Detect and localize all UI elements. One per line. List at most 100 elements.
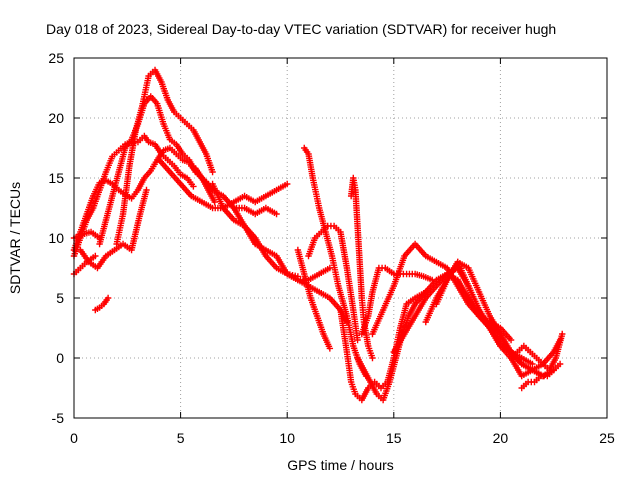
data-point <box>369 288 376 296</box>
data-point <box>514 348 521 356</box>
data-point <box>262 204 270 212</box>
data-point <box>209 168 216 176</box>
data-point <box>188 192 195 200</box>
data-point <box>143 186 150 194</box>
data-point <box>454 258 461 266</box>
data-point <box>390 270 397 278</box>
data-point <box>529 366 536 374</box>
grid <box>74 58 607 418</box>
series-track-10 <box>189 164 278 216</box>
data-point <box>365 312 372 320</box>
series-track-24 <box>434 260 555 378</box>
data-point <box>544 372 551 380</box>
data-point <box>379 396 387 404</box>
data-point <box>139 102 146 110</box>
data-point <box>335 282 342 290</box>
data-point <box>164 96 172 104</box>
data-point <box>311 234 319 242</box>
data-point <box>486 312 493 320</box>
data-point <box>343 312 351 320</box>
data-point <box>177 180 184 188</box>
data-point <box>109 153 116 160</box>
y-axis-label: SDTVAR / TECUs <box>7 182 23 294</box>
data-point <box>177 171 184 178</box>
data-point <box>147 167 154 174</box>
data-point <box>305 150 312 158</box>
data-point <box>320 330 327 338</box>
data-point <box>552 354 560 362</box>
data-point <box>141 174 148 182</box>
data-point <box>433 300 440 308</box>
data-point <box>507 354 515 362</box>
data-point <box>252 210 259 218</box>
data-point <box>185 156 193 164</box>
data-point <box>365 342 372 350</box>
data-point <box>373 390 380 398</box>
data-point <box>343 264 351 272</box>
data-point <box>92 252 99 260</box>
data-point <box>284 180 291 188</box>
data-point <box>119 240 127 248</box>
data-point <box>559 330 566 338</box>
data-point <box>209 180 216 188</box>
data-point <box>411 270 419 278</box>
data-point <box>198 174 206 182</box>
data-point <box>198 198 206 206</box>
data-point <box>160 120 167 128</box>
data-point <box>352 186 359 194</box>
data-point <box>465 294 472 302</box>
data-point <box>518 360 525 368</box>
data-point <box>87 228 95 236</box>
data-point <box>422 318 429 326</box>
x-tick-label: 25 <box>599 430 615 446</box>
data-point <box>115 168 122 176</box>
data-point <box>390 348 397 356</box>
ticks <box>73 57 608 419</box>
data-point <box>173 150 180 158</box>
data-point <box>183 120 191 128</box>
data-point <box>241 204 248 212</box>
data-points <box>70 66 566 404</box>
data-point <box>403 300 410 308</box>
data-point <box>315 270 323 278</box>
data-point <box>77 264 84 272</box>
y-tick-label: 0 <box>56 350 64 366</box>
data-point <box>196 138 203 146</box>
tick-labels: 0 5 10 15 20 25 -5 0 5 10 15 20 25 <box>48 50 615 446</box>
series-track-9 <box>157 158 289 212</box>
data-point <box>220 192 227 200</box>
data-point <box>497 342 504 350</box>
data-point <box>305 252 312 260</box>
data-point <box>369 330 376 338</box>
data-point <box>322 228 329 236</box>
data-point <box>183 174 191 182</box>
y-tick-label: 15 <box>48 170 64 186</box>
data-point <box>89 204 97 212</box>
data-point <box>173 141 180 148</box>
data-point <box>179 156 186 164</box>
data-point <box>102 168 110 176</box>
data-point <box>230 216 238 224</box>
data-point <box>375 264 383 272</box>
data-point <box>141 132 148 140</box>
data-point <box>369 354 376 362</box>
data-point <box>294 276 302 284</box>
data-point <box>550 366 557 374</box>
data-point <box>96 186 103 194</box>
data-point <box>128 246 135 254</box>
data-point <box>390 282 397 290</box>
data-point <box>89 192 97 200</box>
data-point <box>126 162 133 170</box>
data-point <box>166 168 174 176</box>
data-point <box>211 198 218 206</box>
data-point <box>158 150 165 158</box>
data-point <box>273 252 280 260</box>
data-point <box>153 100 161 107</box>
data-point <box>301 270 308 278</box>
data-point <box>202 150 210 158</box>
data-point <box>294 246 302 254</box>
data-point <box>171 108 178 116</box>
data-point <box>382 264 389 272</box>
data-point <box>284 270 291 278</box>
data-point <box>433 258 440 266</box>
